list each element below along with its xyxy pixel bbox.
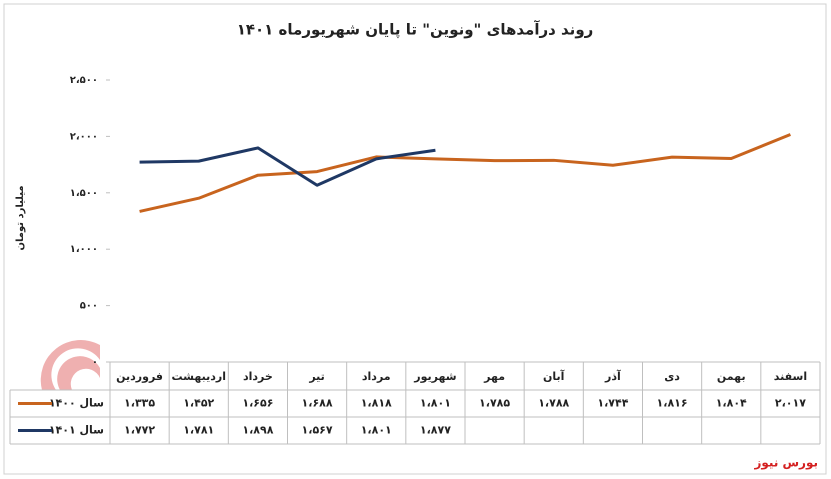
legend-label: سال ۱۴۰۱ bbox=[49, 424, 104, 437]
x-tick-label: اردیبهشت bbox=[172, 370, 226, 383]
y-tick-label: ۲،۰۰۰ bbox=[70, 131, 98, 142]
series-line bbox=[139, 133, 791, 213]
legend-label: سال ۱۴۰۰ bbox=[49, 397, 104, 410]
x-tick-label: شهریور bbox=[413, 370, 456, 383]
x-tick-label: خرداد bbox=[243, 370, 273, 383]
x-tick-label: دی bbox=[664, 370, 680, 383]
data-label: ۱،۸۷۷ bbox=[420, 424, 451, 437]
y-tick-label: ۲،۵۰۰ bbox=[70, 75, 98, 86]
x-tick-label: تیر bbox=[308, 370, 324, 383]
data-label: ۱،۶۸۸ bbox=[302, 397, 333, 410]
logo bbox=[40, 340, 100, 390]
data-label: ۲،۰۱۷ bbox=[775, 397, 806, 410]
x-tick-label: آذر bbox=[604, 369, 621, 383]
data-label: ۱،۸۰۱ bbox=[361, 424, 392, 437]
y-tick-label: ۱،۰۰۰ bbox=[70, 244, 98, 255]
chart-frame bbox=[3, 3, 827, 475]
x-tick-label: بهمن bbox=[717, 370, 746, 383]
data-label: ۱،۸۱۸ bbox=[361, 397, 392, 410]
chart-title: روند درآمدهای "ونوین" تا پایان شهریورماه… bbox=[237, 21, 594, 40]
series-line bbox=[139, 146, 436, 187]
data-label: ۱،۸۰۴ bbox=[716, 397, 747, 410]
x-tick-label: فروردین bbox=[116, 370, 163, 383]
x-tick-label: آبان bbox=[543, 369, 565, 383]
data-label: ۱،۴۵۲ bbox=[183, 397, 214, 410]
data-label: ۱،۸۹۸ bbox=[242, 424, 273, 437]
y-tick-label: ۱،۵۰۰ bbox=[70, 188, 98, 199]
data-label: ۱،۷۷۲ bbox=[124, 424, 155, 437]
data-label: ۱،۳۳۵ bbox=[124, 397, 155, 410]
x-tick-label: اسفند bbox=[774, 370, 807, 383]
data-label: ۱،۸۰۱ bbox=[420, 397, 451, 410]
data-label: ۱،۷۴۴ bbox=[597, 397, 628, 410]
x-tick-label: مرداد bbox=[362, 370, 391, 383]
data-label: ۱،۵۶۷ bbox=[302, 424, 333, 437]
y-tick-label: ۰ bbox=[92, 357, 98, 368]
y-tick-label: ۵۰۰ bbox=[80, 301, 98, 312]
y-axis-label: میلیارد تومان bbox=[15, 185, 26, 250]
data-label: ۱،۸۱۶ bbox=[657, 397, 688, 410]
x-tick-label: مهر bbox=[483, 370, 505, 383]
source: بورس نیوز bbox=[753, 456, 818, 471]
data-label: ۱،۷۸۱ bbox=[183, 424, 214, 437]
data-label: ۱،۶۵۶ bbox=[242, 397, 273, 410]
data-label: ۱،۷۸۸ bbox=[538, 397, 569, 410]
data-label: ۱،۷۸۵ bbox=[479, 397, 510, 410]
